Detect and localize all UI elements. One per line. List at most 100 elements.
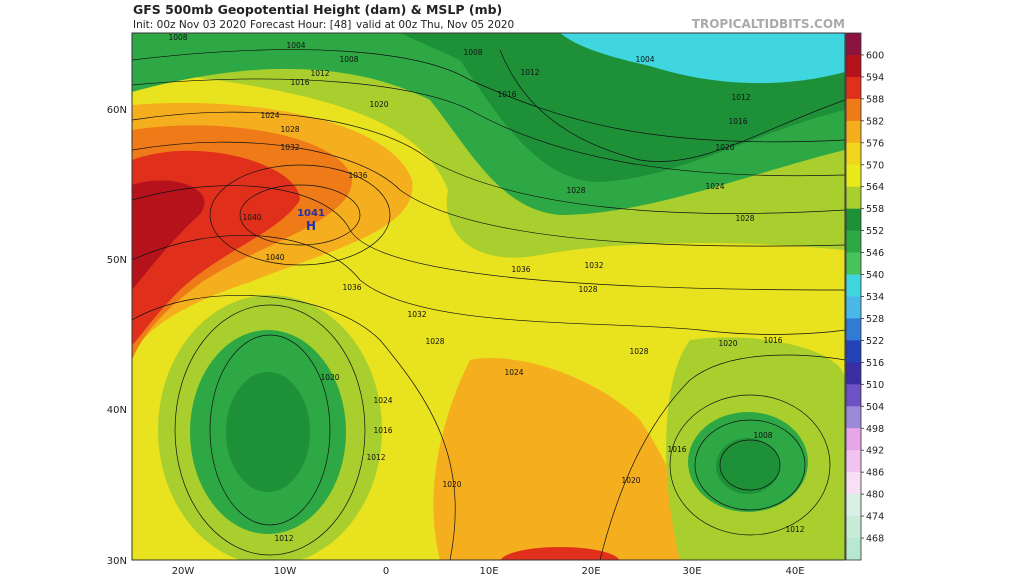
colorbar-swatch	[846, 362, 861, 385]
colorbar-label: 528	[866, 314, 884, 325]
colorbar-swatch	[846, 406, 861, 429]
isobar-label: 1024	[373, 396, 392, 405]
map-fields	[132, 33, 845, 560]
valid-time: valid at 00z Thu, Nov 05 2020	[356, 19, 514, 31]
colorbar-swatch	[846, 33, 861, 56]
colorbar-swatch	[846, 76, 861, 100]
forecast-hour: Forecast Hour: [48]	[250, 19, 351, 31]
isobar-label: 1036	[342, 283, 361, 292]
colorbar-swatch	[846, 54, 861, 78]
colorbar-label: 582	[866, 116, 884, 127]
isobar-label: 1012	[520, 68, 539, 77]
colorbar-swatch	[846, 208, 861, 231]
isobar-label: 1028	[735, 214, 754, 223]
isobar-label: 1020	[442, 480, 461, 489]
colorbar-label: 594	[866, 72, 884, 83]
colorbar-label: 498	[866, 424, 884, 435]
isobar-label: 1028	[425, 337, 444, 346]
isobar-label: 1016	[373, 426, 392, 435]
colorbar-swatch	[846, 340, 861, 363]
colorbar-swatch	[846, 120, 861, 144]
isobar-label: 1012	[366, 453, 385, 462]
colorbar-label: 468	[866, 534, 884, 545]
colorbar-label: 510	[866, 380, 884, 391]
isobar-label: 1016	[728, 117, 747, 126]
isobar-label: 1040	[242, 213, 261, 222]
isobar-label: 1032	[280, 143, 299, 152]
lat-label: 40N	[107, 405, 127, 416]
colorbar-label: 546	[866, 248, 884, 259]
isobar-label: 1024	[705, 182, 724, 191]
lon-label: 20W	[172, 566, 195, 576]
title: GFS 500mb Geopotential Height (dam) & MS…	[133, 2, 502, 17]
colorbar-label: 540	[866, 270, 884, 281]
colorbar-swatch	[846, 164, 861, 188]
isobar-label: 1016	[290, 78, 309, 87]
colorbar-label: 474	[866, 512, 884, 523]
map-frame	[131, 32, 846, 561]
isobar-label: 1016	[763, 336, 782, 345]
colorbar-swatch	[846, 450, 861, 473]
isobar-label: 1020	[621, 476, 640, 485]
lat-label: 30N	[107, 556, 127, 567]
colorbar-swatch	[846, 230, 861, 253]
colorbar-label: 516	[866, 358, 884, 369]
isobar-label: 1028	[566, 186, 585, 195]
colorbar-label: 534	[866, 292, 884, 303]
isobar-label: 1012	[310, 69, 329, 78]
init-time: Init: 00z Nov 03 2020	[133, 19, 246, 31]
isobar-label: 1008	[753, 431, 772, 440]
isobar-label: 1016	[667, 445, 686, 454]
colorbar-label: 600	[866, 50, 884, 61]
isobar-label: 1028	[629, 347, 648, 356]
isobar-label: 1008	[168, 33, 187, 42]
colorbar-swatch	[846, 318, 861, 341]
colorbar-label: 486	[866, 468, 884, 479]
colorbar-label: 564	[866, 182, 884, 193]
colorbar-swatch	[846, 274, 861, 297]
watermark: TROPICALTIDBITS.COM	[692, 17, 845, 31]
colorbar-swatch	[846, 494, 861, 517]
colorbar-label: 522	[866, 336, 884, 347]
isobar-label: 1028	[578, 285, 597, 294]
colorbar-swatch	[846, 252, 861, 275]
colorbar-label: 570	[866, 160, 884, 171]
colorbar-swatch	[846, 384, 861, 407]
isobar-label: 1040	[265, 253, 284, 262]
isobar-label: 1012	[274, 534, 293, 543]
isobar-label: 1024	[504, 368, 523, 377]
colorbar-label: 504	[866, 402, 884, 413]
colorbar-label: 558	[866, 204, 884, 215]
isobar-label: 1020	[369, 100, 388, 109]
colorbar-label: 552	[866, 226, 884, 237]
isobar-label: 1036	[348, 171, 367, 180]
isobar-label: 1008	[339, 55, 358, 64]
isobar-label: 1012	[731, 93, 750, 102]
colorbar-swatch	[846, 472, 861, 495]
isobar-label: 1012	[785, 525, 804, 534]
lon-label: 10E	[479, 566, 498, 576]
isobar-label: 1016	[497, 90, 516, 99]
colorbar-swatch	[846, 516, 861, 539]
lon-label: 10W	[274, 566, 297, 576]
isobar-label: 1008	[463, 48, 482, 57]
colorbar-swatch	[846, 142, 861, 166]
isobar-label: 1020	[718, 339, 737, 348]
isobar-label: 1004	[286, 41, 305, 50]
lon-label: 30E	[682, 566, 701, 576]
isobar-label: 1020	[715, 143, 734, 152]
high-pressure-value: 1041	[297, 208, 325, 219]
isobar-label: 1032	[407, 310, 426, 319]
lat-label: 60N	[107, 105, 127, 116]
lon-label: 0	[383, 566, 389, 576]
lon-label: 20E	[581, 566, 600, 576]
isobar-label: 1020	[320, 373, 339, 382]
colorbar-swatch	[846, 428, 861, 451]
lat-label: 50N	[107, 255, 127, 266]
colorbar-swatch	[846, 296, 861, 319]
colorbar-swatch	[846, 186, 861, 209]
colorbar-label: 588	[866, 94, 884, 105]
isobar-label: 1036	[511, 265, 530, 274]
colorbar-label: 480	[866, 490, 884, 501]
